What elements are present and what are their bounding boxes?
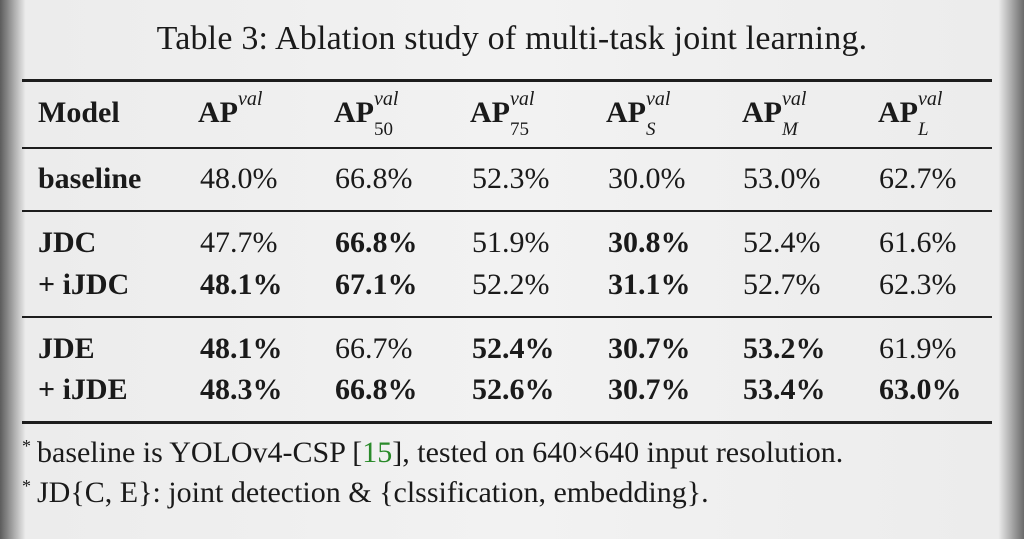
row-jde-model: JDE	[38, 332, 95, 365]
header-apm: AP val M	[742, 89, 806, 139]
row-jdc-model: JDC	[38, 226, 97, 259]
row-jde-aps: 30.7%	[608, 332, 691, 365]
top-rule	[22, 79, 992, 82]
footnote-1-post: ], tested on 640×640 input resolution.	[392, 436, 844, 469]
header-apm-base: AP	[742, 96, 782, 129]
header-model: Model	[38, 96, 120, 129]
header-ap-sup: val	[238, 88, 263, 110]
row-jdc-apm: 52.4%	[743, 226, 821, 259]
row-ijde-ap75: 52.6%	[472, 373, 555, 406]
row-jdc-ap: 47.7%	[200, 226, 278, 259]
header-ap75-sup: val	[510, 88, 535, 110]
row-jdc-ap50: 66.8%	[335, 226, 418, 259]
row-ijdc-ap75: 52.2%	[472, 268, 550, 301]
header-apl-base: AP	[878, 96, 918, 129]
footnote-1-star: *	[22, 436, 31, 456]
row-ijde-apm: 53.4%	[743, 373, 826, 406]
row-jde-apl: 61.9%	[879, 332, 957, 365]
row-baseline-model: baseline	[38, 162, 142, 195]
row-baseline-apl: 62.7%	[879, 162, 957, 195]
baseline-rule	[22, 210, 992, 212]
header-ap-base: AP	[198, 96, 238, 129]
footnote-2: * JD{C, E}: joint detection & {clssificat…	[22, 476, 709, 510]
row-jde-apm: 53.2%	[743, 332, 826, 365]
footnote-1: * baseline is YOLOv4-CSP [15], tested on …	[22, 436, 843, 470]
row-jdc-aps: 30.8%	[608, 226, 691, 259]
footnote-1-pre: baseline is YOLOv4-CSP [	[37, 436, 363, 469]
row-baseline-ap75: 52.3%	[472, 162, 550, 195]
header-apl-sub: L	[918, 119, 929, 140]
table-caption: Table 3: Ablation study of multi-task jo…	[156, 20, 868, 57]
bottom-rule	[22, 421, 992, 424]
row-jde-ap50: 66.7%	[335, 332, 413, 365]
header-ap50: AP val 50	[334, 89, 398, 139]
row-baseline-ap: 48.0%	[200, 162, 278, 195]
header-apl-sup: val	[918, 88, 943, 110]
header-aps-base: AP	[606, 96, 646, 129]
header-ap75-sub: 75	[510, 119, 529, 140]
row-baseline-aps: 30.0%	[608, 162, 686, 195]
row-ijde-model: + iJDE	[38, 373, 128, 406]
row-ijdc-apm: 52.7%	[743, 268, 821, 301]
header-aps: AP val S	[606, 89, 670, 139]
row-ijde-aps: 30.7%	[608, 373, 691, 406]
row-jdc-ap75: 51.9%	[472, 226, 550, 259]
header-apl: AP val L	[878, 89, 942, 139]
row-ijdc-ap: 48.1%	[200, 268, 283, 301]
header-ap50-base: AP	[334, 96, 374, 129]
header-apm-sub: M	[782, 119, 798, 140]
header-ap75-base: AP	[470, 96, 510, 129]
row-ijde-ap50: 66.8%	[335, 373, 418, 406]
header-ap: AP val	[198, 89, 262, 129]
row-ijdc-model: + iJDC	[38, 268, 130, 301]
jdc-group-rule	[22, 316, 992, 318]
header-aps-sub: S	[646, 119, 656, 140]
row-jde-ap75: 52.4%	[472, 332, 555, 365]
row-ijdc-ap50: 67.1%	[335, 268, 418, 301]
row-jde-ap: 48.1%	[200, 332, 283, 365]
header-ap50-sub: 50	[374, 119, 393, 140]
header-apm-sup: val	[782, 88, 807, 110]
footnote-2-star: *	[22, 476, 31, 496]
row-ijde-ap: 48.3%	[200, 373, 283, 406]
header-ap50-sup: val	[374, 88, 399, 110]
footnote-1-citation[interactable]: 15	[362, 436, 393, 469]
row-baseline-apm: 53.0%	[743, 162, 821, 195]
row-ijdc-aps: 31.1%	[608, 268, 691, 301]
header-rule	[22, 147, 992, 149]
header-ap75: AP val 75	[470, 89, 534, 139]
header-aps-sup: val	[646, 88, 671, 110]
row-baseline-ap50: 66.8%	[335, 162, 413, 195]
row-ijdc-apl: 62.3%	[879, 268, 957, 301]
footnote-2-text: JD{C, E}: joint detection & {clssificati…	[37, 476, 709, 509]
row-ijde-apl: 63.0%	[879, 373, 962, 406]
row-jdc-apl: 61.6%	[879, 226, 957, 259]
